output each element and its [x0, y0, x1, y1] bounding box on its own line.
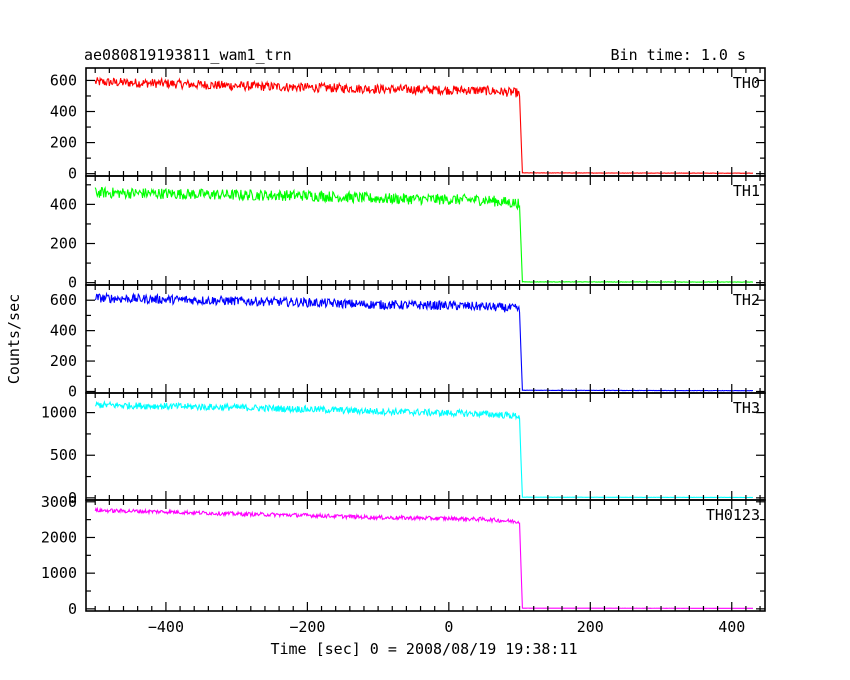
x-tick-label: 0 — [444, 618, 453, 636]
y-tick-label: 400 — [50, 103, 77, 121]
y-axis-label: Counts/sec — [5, 294, 23, 384]
light-curve-th1 — [94, 185, 754, 283]
y-tick-label: 1000 — [41, 564, 77, 582]
panel-label-th2: TH2 — [733, 291, 760, 309]
x-axis-label: Time [sec] 0 = 2008/08/19 19:38:11 — [270, 640, 577, 658]
y-tick-label: 200 — [50, 235, 77, 253]
bin-time-label: Bin time: 1.0 s — [611, 46, 746, 64]
panel-label-th0: TH0 — [733, 74, 760, 92]
panel-th3: 0 500 1000 TH3 — [41, 392, 766, 507]
x-tick-label: −200 — [289, 618, 325, 636]
panel-label-th3: TH3 — [733, 399, 760, 417]
panel-frame — [85, 392, 766, 501]
y-tick-label: 600 — [50, 71, 77, 89]
chart-title: ae080819193811_wam1_trn — [84, 46, 292, 64]
y-tick-label: 0 — [68, 274, 77, 292]
light-curve-th0 — [94, 76, 753, 174]
y-tick-label: 0 — [68, 165, 77, 183]
panel-th2: 0 200 400 600 TH2 — [50, 284, 766, 400]
panel-th0: 0 200 400 600 TH0 — [50, 67, 766, 183]
y-tick-label: 200 — [50, 352, 77, 370]
y-tick-label: 2000 — [41, 528, 77, 546]
panel-frame — [85, 175, 766, 286]
y-tick-label: 500 — [50, 446, 77, 464]
x-tick-label: −400 — [148, 618, 184, 636]
panel-label-th1: TH1 — [733, 182, 760, 200]
y-tick-label: 200 — [50, 134, 77, 152]
x-tick-label: 400 — [718, 618, 745, 636]
y-tick-label: 400 — [50, 195, 77, 213]
y-tick-label: 1000 — [41, 404, 77, 422]
panel-frame — [85, 499, 766, 612]
light-curve-th0123 — [94, 506, 754, 609]
panel-th0123: 0 1000 2000 3000 TH0123 — [41, 493, 766, 618]
panel-label-th0123: TH0123 — [706, 506, 760, 524]
y-tick-label: 0 — [68, 600, 77, 618]
panel-th1: 0 200 400 TH1 — [50, 175, 766, 292]
panel-frame — [85, 67, 766, 177]
y-tick-label: 600 — [50, 291, 77, 309]
x-tick-label: 200 — [577, 618, 604, 636]
y-tick-label: 3000 — [41, 493, 77, 511]
y-tick-label: 0 — [68, 489, 77, 507]
y-tick-label: 400 — [50, 322, 77, 340]
y-tick-label: 0 — [68, 382, 77, 400]
panels-group: 0 200 400 600 TH0 0 200 400 TH1 0 200 400 600 TH2 0 500… — [41, 67, 766, 636]
light-curve-th2 — [94, 291, 753, 392]
light-curve-th3 — [94, 399, 754, 499]
